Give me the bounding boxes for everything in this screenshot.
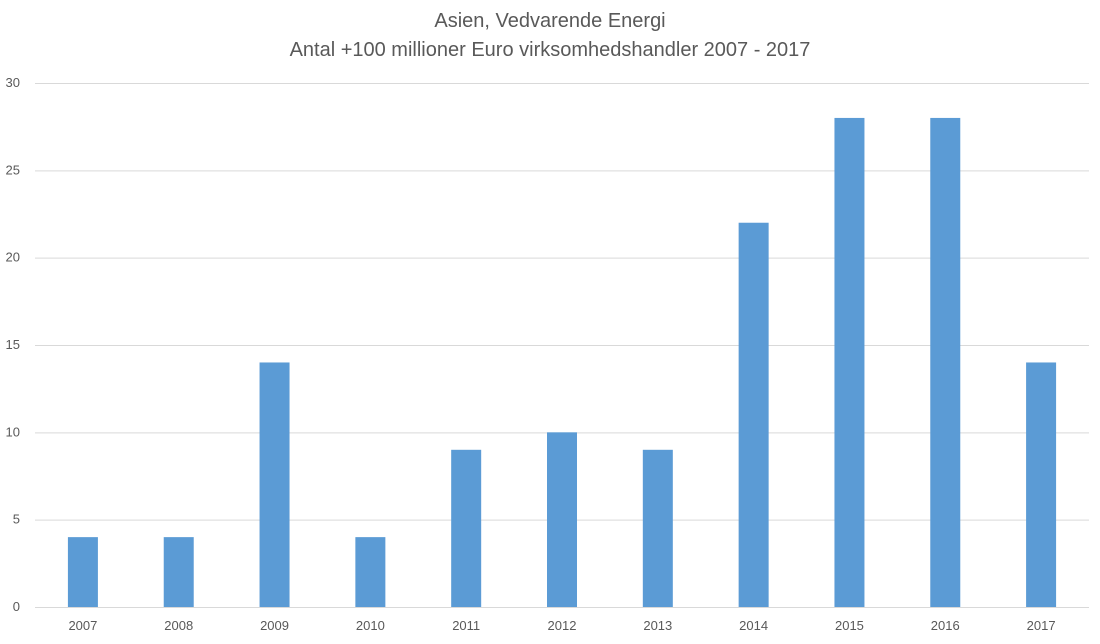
bar-2012: [547, 432, 577, 607]
x-tick-label: 2013: [643, 618, 672, 633]
chart-subtitle: Antal +100 millioner Euro virksomhedshan…: [290, 39, 811, 61]
y-tick-label: 25: [6, 162, 20, 177]
bar-2009: [259, 362, 290, 607]
bar-2008: [163, 537, 194, 607]
bar-2011: [451, 449, 482, 607]
y-tick-label: 30: [6, 75, 20, 90]
bar-2010: [355, 537, 386, 607]
bar-2015: [834, 117, 865, 607]
x-tick-label: 2007: [68, 618, 97, 633]
y-tick-label: 15: [6, 337, 20, 352]
x-tick-label: 2012: [548, 618, 577, 633]
x-tick-label: 2008: [164, 618, 193, 633]
x-tick-label: 2016: [931, 618, 960, 633]
y-tick-label: 5: [13, 512, 20, 527]
y-tick-label: 10: [6, 424, 20, 439]
x-tick-label: 2017: [1027, 618, 1056, 633]
bar-2014: [738, 222, 769, 607]
x-tick-label: 2014: [739, 618, 768, 633]
x-tick-label: 2011: [452, 618, 480, 633]
y-tick-label: 0: [13, 599, 20, 614]
bar-2016: [930, 117, 961, 607]
x-axis-ticks: 2007 2008 2009 2010 2011 2012 2013 2014 2015 2016…: [68, 618, 1055, 633]
y-axis-ticks: 0 5 10 15 20 25 30: [6, 75, 20, 614]
x-tick-label: 2015: [835, 618, 864, 633]
y-tick-label: 20: [6, 250, 20, 265]
chart-title: Asien, Vedvarende Energi: [434, 10, 665, 32]
bars: [67, 117, 1057, 607]
x-tick-label: 2009: [260, 618, 289, 633]
x-tick-label: 2010: [356, 618, 385, 633]
bar-2007: [67, 537, 98, 607]
bar-2017: [1026, 362, 1057, 607]
bar-2013: [642, 449, 673, 607]
